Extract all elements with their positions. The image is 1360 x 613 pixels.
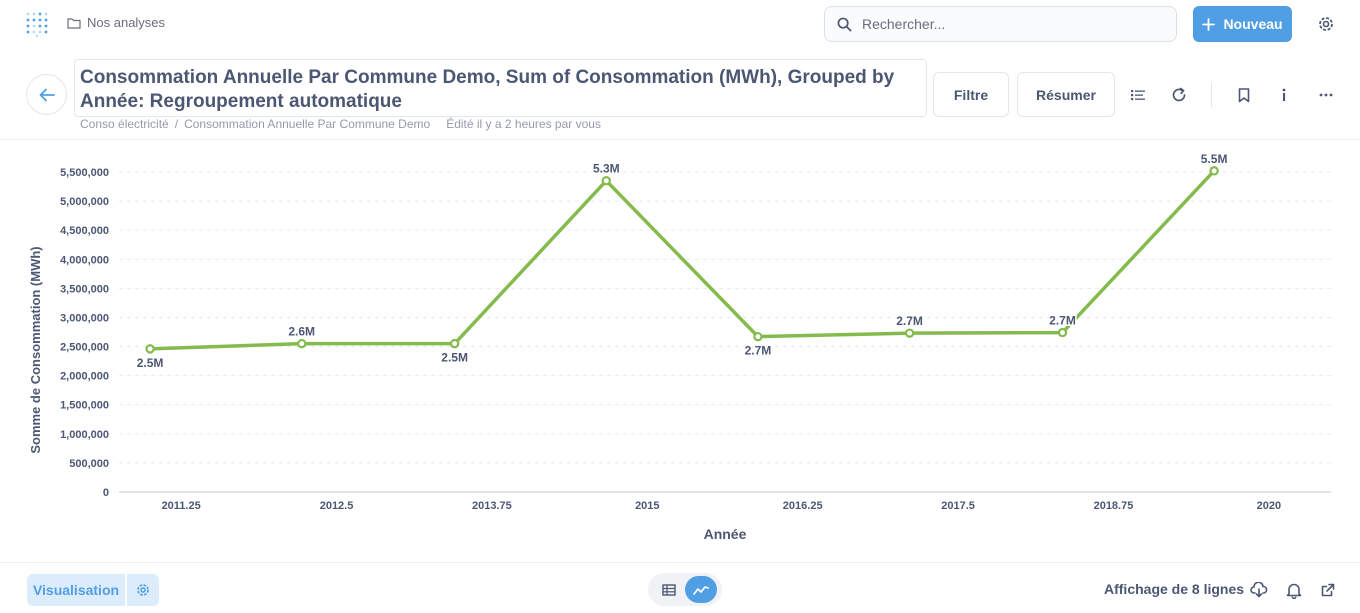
x-tick-label: 2013.75 [472,500,512,512]
question-breadcrumbs: Conso électricité / Consommation Annuell… [80,117,601,131]
data-point [601,176,611,186]
data-point [145,344,155,354]
y-axis-title: Somme de Consommation (MWh) [28,246,43,453]
y-axis-ticks: 0 500,000 1,000,000 1,500,000 2,000,000 2,500… [60,167,109,499]
data-point [449,338,460,349]
data-label: 2.7M [1049,314,1076,328]
y-tick-label: 4,500,000 [60,225,109,237]
y-tick-label: 4,000,000 [60,254,109,266]
x-tick-label: 2020 [1257,500,1281,512]
data-label: 2.7M [896,314,923,328]
folder-icon [67,17,81,29]
line-chart-icon [693,585,709,595]
data-label: 5.5M [1201,152,1228,166]
bookmark-icon [1238,87,1250,102]
x-axis-ticks: 2011.25 2012.5 2013.75 2015 2016.25 2017.5 201… [162,500,1282,512]
data-point [297,338,307,349]
view-footer: Visualisation Affichage de 8 lignes [0,562,1360,613]
x-tick-label: 2015 [635,500,659,512]
metabase-logo-icon[interactable] [24,10,52,38]
bell-icon [1286,583,1302,599]
collection-breadcrumb[interactable]: Nos analyses [67,15,165,30]
cloud-download-icon [1250,582,1268,598]
series-line [148,169,1216,351]
info-button[interactable] [1274,85,1294,105]
data-point [904,328,915,338]
y-tick-label: 500,000 [69,458,109,470]
plus-icon [1202,17,1216,31]
y-tick-label: 1,500,000 [60,400,109,412]
visualization-settings-button[interactable] [127,574,159,606]
y-tick-label: 0 [103,487,109,499]
data-point [753,331,763,342]
summarize-button[interactable]: Résumer [1017,72,1115,117]
y-tick-label: 3,500,000 [60,283,109,295]
y-tick-label: 1,000,000 [60,429,109,441]
visualization-button[interactable]: Visualisation [27,574,125,606]
header-divider [1211,83,1212,107]
row-count: Affichage de 8 lignes [1104,581,1245,597]
chart-view-option[interactable] [685,576,717,603]
last-edited-info[interactable]: Édité il y a 2 heures par vous [446,117,601,131]
share-button[interactable] [1318,580,1338,600]
new-button-label: Nouveau [1223,16,1283,32]
settings-gear-icon[interactable] [1316,14,1336,34]
alert-button[interactable] [1284,580,1304,600]
search-input[interactable] [862,16,1152,32]
data-point [1057,327,1068,338]
breadcrumb-table[interactable]: Consommation Annuelle Par Commune Demo [184,117,431,131]
table-view-option[interactable] [653,576,685,603]
data-point [1209,166,1219,176]
x-tick-label: 2018.75 [1094,500,1134,512]
breadcrumb-separator: / [174,117,179,131]
y-tick-label: 3,000,000 [60,312,109,324]
question-header: Consommation Annuelle Par Commune Demo, … [0,58,1360,140]
data-label: 2.6M [288,325,315,339]
new-button[interactable]: Nouveau [1193,6,1292,42]
notebook-editor-button[interactable] [1128,85,1148,105]
data-label: 2.5M [441,351,468,365]
bookmark-button[interactable] [1234,85,1254,105]
y-tick-label: 2,000,000 [60,371,109,383]
ellipsis-icon [1319,93,1333,97]
question-title[interactable]: Consommation Annuelle Par Commune Demo, … [74,59,927,117]
y-tick-label: 5,500,000 [60,167,109,179]
more-options-button[interactable] [1316,85,1336,105]
data-label: 2.7M [745,344,772,358]
data-label: 2.5M [137,356,164,370]
x-axis-title: Année [704,526,747,542]
x-tick-label: 2011.25 [162,500,201,512]
x-tick-label: 2016.25 [783,500,823,512]
line-chart: 0 500,000 1,000,000 1,500,000 2,000,000 2,500… [28,150,1331,542]
table-icon [662,583,676,596]
y-tick-label: 5,000,000 [60,196,109,208]
list-icon [1131,90,1145,101]
top-navigation: Nos analyses Nouveau [0,0,1360,48]
search-icon [837,17,852,31]
y-tick-label: 2,500,000 [60,342,109,354]
back-button[interactable] [26,74,67,115]
refresh-button[interactable] [1169,85,1189,105]
x-tick-label: 2017.5 [941,500,975,512]
info-icon [1282,88,1286,101]
chart-gridlines [119,171,1331,464]
gear-icon [137,584,149,596]
filter-button[interactable]: Filtre [933,72,1009,117]
collection-breadcrumb-label: Nos analyses [87,15,166,30]
breadcrumb-collection[interactable]: Conso électricité [80,117,169,131]
download-button[interactable] [1249,580,1269,600]
data-label: 5.3M [593,162,620,176]
x-tick-label: 2012.5 [320,500,354,512]
search-bar[interactable] [824,6,1177,42]
refresh-icon [1172,87,1186,102]
external-link-icon [1321,583,1335,597]
chart-series: 2.5M 2.6M 2.5M 5.3M 2.7M 2.7M 2.7M 5.5M [135,150,1229,371]
arrow-left-icon [39,88,55,101]
table-chart-toggle [648,573,722,606]
